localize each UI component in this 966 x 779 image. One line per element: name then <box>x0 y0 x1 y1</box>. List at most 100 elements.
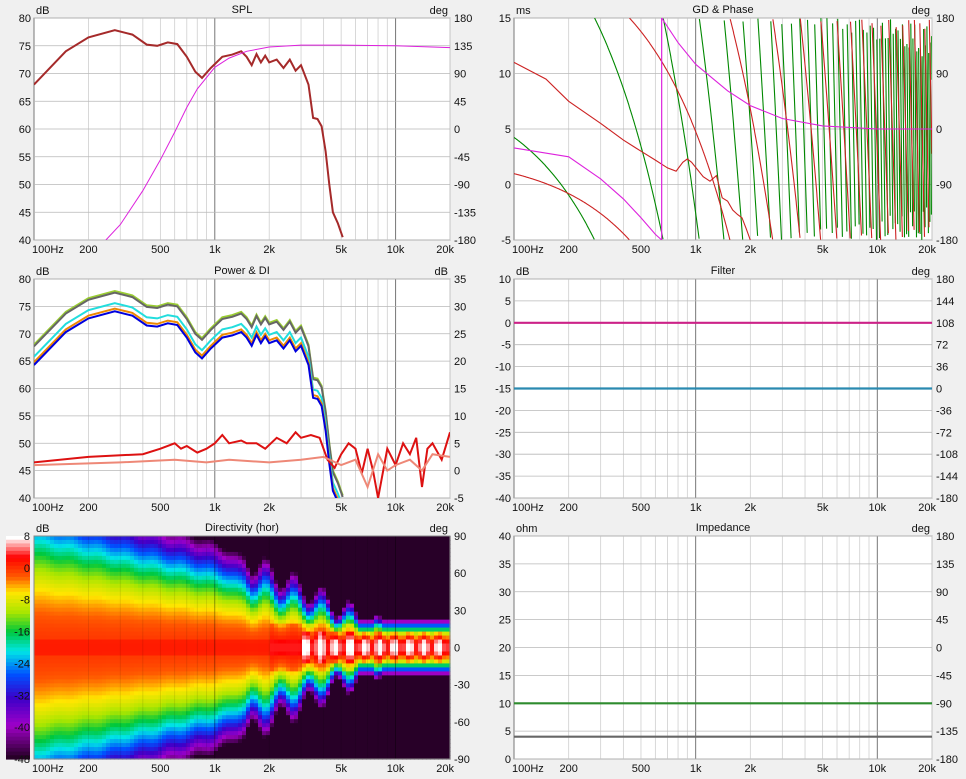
heatmap-cell <box>98 631 103 637</box>
heatmap-cell <box>62 543 67 549</box>
heatmap-cell <box>246 639 251 645</box>
heatmap-cell <box>222 547 227 553</box>
heatmap-cell <box>334 739 339 744</box>
heatmap-cell <box>90 755 95 760</box>
heatmap-cell <box>282 579 287 585</box>
heatmap-cell <box>322 623 327 629</box>
heatmap-cell <box>238 675 243 680</box>
heatmap-cell <box>310 635 315 641</box>
heatmap-cell <box>234 751 239 756</box>
heatmap-cell <box>310 587 315 593</box>
heatmap-cell <box>326 659 331 665</box>
heatmap-cell <box>78 655 83 661</box>
heatmap-cell <box>114 735 119 740</box>
heatmap-cell <box>246 543 251 549</box>
heatmap-cell <box>294 655 299 661</box>
heatmap-cell <box>186 631 191 637</box>
heatmap-cell <box>298 647 303 653</box>
heatmap-cell <box>198 751 203 756</box>
heatmap-cell <box>94 607 99 613</box>
heatmap-cell <box>290 699 295 704</box>
heatmap-cell <box>314 559 319 565</box>
heatmap-cell <box>142 627 147 633</box>
heatmap-cell <box>254 675 259 680</box>
heatmap-cell <box>294 639 299 645</box>
heatmap-cell <box>238 755 243 760</box>
heatmap-cell <box>74 579 79 585</box>
heatmap-cell <box>274 691 279 696</box>
heatmap-cell <box>174 707 179 712</box>
heatmap-cell <box>302 539 307 545</box>
heatmap-cell <box>126 711 131 716</box>
heatmap-cell <box>38 639 43 645</box>
heatmap-cell <box>74 635 79 641</box>
heatmap-cell <box>214 567 219 573</box>
heatmap-cell <box>290 543 295 549</box>
heatmap-cell <box>58 555 63 561</box>
heatmap-cell <box>214 643 219 649</box>
heatmap-cell <box>178 727 183 732</box>
heatmap-cell <box>186 579 191 585</box>
heatmap-cell <box>42 639 47 645</box>
heatmap-cell <box>46 743 51 748</box>
heatmap-cell <box>290 751 295 756</box>
heatmap-cell <box>62 571 67 577</box>
heatmap-cell <box>138 719 143 724</box>
heatmap-cell <box>86 555 91 561</box>
heatmap-cell <box>102 543 107 549</box>
heatmap-cell <box>338 647 343 653</box>
heatmap-cell <box>314 655 319 661</box>
heatmap-cell <box>266 615 271 621</box>
heatmap-cell <box>110 555 115 561</box>
heatmap-cell <box>274 579 279 585</box>
heatmap-cell <box>214 611 219 617</box>
heatmap-cell <box>146 547 151 553</box>
x-tick-label: 1k <box>690 763 702 775</box>
heatmap-cell <box>338 699 343 704</box>
heatmap-cell <box>282 743 287 748</box>
heatmap-cell <box>138 567 143 573</box>
heatmap-cell <box>302 671 307 676</box>
heatmap-cell <box>234 575 239 581</box>
heatmap-cell <box>254 703 259 708</box>
heatmap-cell <box>174 739 179 744</box>
x-tick-label: 20k <box>436 244 454 256</box>
heatmap-cell <box>346 683 351 688</box>
heatmap-cell <box>90 587 95 593</box>
heatmap-cell <box>174 647 179 653</box>
right-tick-label: 135 <box>936 559 954 571</box>
heatmap-cell <box>154 647 159 653</box>
heatmap-cell <box>278 555 283 561</box>
heatmap-cell <box>62 623 67 629</box>
heatmap-cell <box>50 755 55 760</box>
heatmap-cell <box>254 647 259 653</box>
heatmap-cell <box>230 671 235 676</box>
heatmap-cell <box>274 611 279 617</box>
heatmap-cell <box>210 727 215 732</box>
heatmap-cell <box>50 675 55 680</box>
heatmap-cell <box>178 743 183 748</box>
heatmap-cell <box>242 703 247 708</box>
heatmap-cell <box>194 675 199 680</box>
heatmap-cell <box>182 719 187 724</box>
heatmap-cell <box>178 579 183 585</box>
heatmap-cell <box>338 691 343 696</box>
heatmap-cell <box>126 583 131 589</box>
heatmap-cell <box>150 651 155 657</box>
colorbar-cell <box>6 584 30 589</box>
heatmap-cell <box>278 631 283 637</box>
heatmap-cell <box>246 647 251 653</box>
heatmap-cell <box>134 715 139 720</box>
heatmap-cell <box>290 695 295 700</box>
heatmap-cell <box>118 595 123 601</box>
heatmap-cell <box>98 687 103 692</box>
heatmap-cell <box>130 643 135 649</box>
heatmap-cell <box>278 703 283 708</box>
heatmap-cell <box>222 675 227 680</box>
heatmap-cell <box>138 579 143 585</box>
left-tick-label: -25 <box>495 427 511 439</box>
heatmap-cell <box>46 579 51 585</box>
heatmap-cell <box>338 599 343 605</box>
heatmap-cell <box>98 563 103 569</box>
heatmap-cell <box>58 735 63 740</box>
